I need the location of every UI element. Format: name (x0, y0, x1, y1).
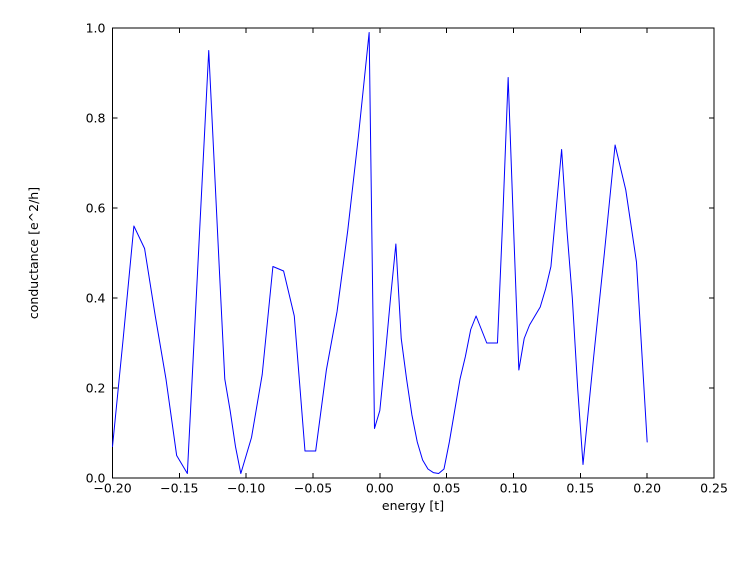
y-tick-label: 0.6 (86, 201, 106, 216)
y-tick-label: 1.0 (86, 21, 106, 36)
x-tick-label: −0.10 (227, 481, 265, 496)
x-tick-label: 0.20 (633, 481, 661, 496)
plot-border (112, 27, 715, 479)
x-tick-label: 0.25 (700, 481, 728, 496)
y-tick-label: 0.0 (86, 471, 106, 486)
x-axis-label: energy [t] (382, 498, 444, 513)
conductance-line (112, 32, 648, 474)
y-tick-label: 0.8 (86, 111, 106, 126)
x-tick-label: 0.15 (566, 481, 594, 496)
x-tick-label: 0.10 (500, 481, 528, 496)
x-tick-label: 0.05 (433, 481, 461, 496)
y-tick-label: 0.4 (86, 291, 106, 306)
x-tick-label: −0.15 (160, 481, 198, 496)
x-tick-label: −0.20 (93, 481, 131, 496)
x-tick-label: 0.00 (366, 481, 394, 496)
y-tick-label: 0.2 (86, 381, 106, 396)
y-axis-label: conductance [e^2/h] (26, 187, 41, 319)
x-tick-label: −0.05 (294, 481, 332, 496)
